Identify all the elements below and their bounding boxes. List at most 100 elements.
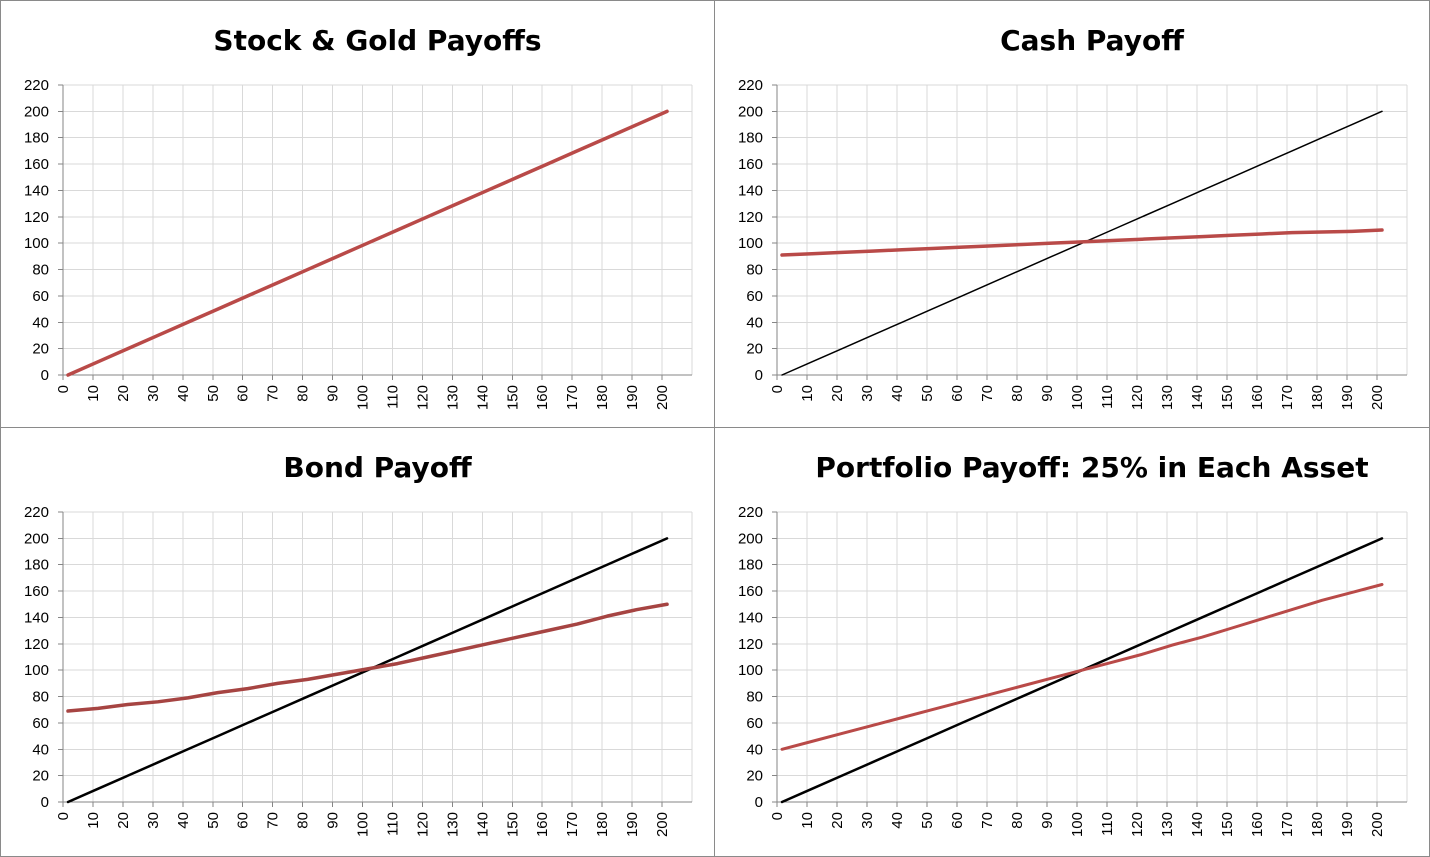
y-tick-label: 0 xyxy=(755,367,763,384)
y-tick-label: 20 xyxy=(746,341,763,358)
x-tick-label: 60 xyxy=(949,385,966,402)
x-tick-label: 10 xyxy=(799,385,816,402)
x-tick-label: 70 xyxy=(979,385,996,402)
y-tick-label: 200 xyxy=(24,103,49,120)
y-tick-label: 180 xyxy=(738,557,763,574)
y-tick-label: 60 xyxy=(32,715,49,732)
x-tick-label: 100 xyxy=(355,812,372,837)
y-tick-label: 220 xyxy=(24,504,49,521)
x-tick-label: 190 xyxy=(624,385,641,410)
x-tick-label: 80 xyxy=(295,385,312,402)
x-tick-label: 20 xyxy=(829,385,846,402)
x-tick-label: 50 xyxy=(205,385,222,402)
y-tick-label: 160 xyxy=(24,583,49,600)
x-tick-label: 130 xyxy=(444,385,461,410)
x-tick-label: 200 xyxy=(1369,812,1386,837)
x-tick-label: 160 xyxy=(1249,812,1266,837)
chart-panel-stock-gold: Stock & Gold Payoffs 0 20 40 60 80 100 120 140 16… xyxy=(0,0,715,428)
x-tick-label: 80 xyxy=(1009,385,1026,402)
y-tick-label: 160 xyxy=(738,156,763,173)
y-tick-label: 40 xyxy=(746,314,763,331)
x-tick-label: 190 xyxy=(1339,812,1356,837)
x-tick-label: 120 xyxy=(1129,812,1146,837)
x-tick-label: 70 xyxy=(265,812,282,829)
x-tick-label: 30 xyxy=(859,385,876,402)
x-tick-label: 120 xyxy=(414,385,431,410)
chart-svg: Bond Payoff02040608010012014016018020022… xyxy=(24,451,693,837)
chart-svg: Portfolio Payoff: 25% in Each Asset 0 20 40… xyxy=(738,451,1408,837)
y-tick-label: 140 xyxy=(24,609,49,626)
x-tick-label: 90 xyxy=(325,385,342,402)
y-tick-label: 60 xyxy=(746,288,763,305)
x-tick-label: 30 xyxy=(145,385,162,402)
x-tick-label: 170 xyxy=(1279,812,1296,837)
y-tick-label: 20 xyxy=(32,341,49,358)
x-tick-label: 180 xyxy=(1309,385,1326,410)
x-tick-label: 170 xyxy=(564,385,581,410)
x-tick-label: 110 xyxy=(384,812,401,836)
chart-panel-cash: Cash Payoff 0 20 40 60 80 100 120 140 160 180 200 22… xyxy=(714,0,1430,428)
y-tick-label: 100 xyxy=(738,662,763,679)
y-tick-label: 140 xyxy=(738,609,763,626)
y-tick-label: 100 xyxy=(24,235,49,252)
x-tick-label: 180 xyxy=(1309,812,1326,837)
y-tick-label: 40 xyxy=(746,741,763,758)
x-tick-label: 160 xyxy=(534,812,551,837)
y-tick-label: 140 xyxy=(24,182,49,199)
chart-title: Bond Payoff xyxy=(283,451,472,484)
y-tick-label: 80 xyxy=(32,689,49,706)
y-tick-label: 40 xyxy=(32,741,49,758)
y-tick-label: 220 xyxy=(738,504,763,521)
y-tick-label: 80 xyxy=(746,689,763,706)
x-tick-label: 150 xyxy=(504,812,521,837)
x-tick-label: 0 xyxy=(769,812,786,820)
chart-title: Portfolio Payoff: 25% in Each Asset xyxy=(815,451,1368,484)
x-tick-label: 150 xyxy=(1219,385,1236,410)
x-tick-label: 60 xyxy=(949,812,966,829)
x-tick-label: 130 xyxy=(1159,385,1176,410)
x-tick-label: 100 xyxy=(1069,812,1086,837)
y-tick-label: 20 xyxy=(746,768,763,785)
chart-title: Stock & Gold Payoffs xyxy=(213,24,541,57)
y-tick-label: 40 xyxy=(32,314,49,331)
x-tick-label: 30 xyxy=(859,812,876,829)
y-tick-label: 80 xyxy=(746,262,763,279)
y-tick-label: 60 xyxy=(32,288,49,305)
x-tick-label: 180 xyxy=(594,385,611,410)
y-tick-label: 120 xyxy=(24,636,49,653)
series-line-asset-payoff xyxy=(780,228,1384,257)
y-tick-label: 100 xyxy=(738,235,763,252)
y-tick-label: 160 xyxy=(24,156,49,173)
x-tick-label: 130 xyxy=(444,812,461,837)
y-tick-label: 0 xyxy=(755,794,763,811)
x-tick-label: 170 xyxy=(1279,385,1296,410)
x-tick-label: 70 xyxy=(979,812,996,829)
x-tick-label: 70 xyxy=(265,385,282,402)
x-tick-label: 80 xyxy=(295,812,312,829)
chart-title: Cash Payoff xyxy=(1000,24,1184,57)
x-tick-label: 90 xyxy=(1039,385,1056,402)
x-tick-label: 0 xyxy=(769,385,786,393)
x-tick-label: 40 xyxy=(889,385,906,402)
x-tick-label: 20 xyxy=(829,812,846,829)
x-tick-label: 40 xyxy=(175,385,192,402)
series-line-asset-payoff xyxy=(780,583,1384,751)
x-tick-label: 140 xyxy=(474,812,491,837)
x-tick-label: 140 xyxy=(474,385,491,410)
chart-svg: Cash Payoff02040608010012014016018020022… xyxy=(738,24,1408,410)
x-tick-label: 0 xyxy=(55,385,72,393)
x-tick-label: 10 xyxy=(85,812,102,829)
x-tick-label: 200 xyxy=(654,812,671,837)
x-tick-label: 30 xyxy=(145,812,162,829)
series-line-asset-payoff xyxy=(66,109,669,377)
x-tick-label: 190 xyxy=(624,812,641,837)
x-tick-label: 50 xyxy=(919,385,936,402)
y-tick-label: 200 xyxy=(24,530,49,547)
x-tick-label: 140 xyxy=(1189,385,1206,410)
x-tick-label: 200 xyxy=(1369,385,1386,410)
y-tick-label: 180 xyxy=(24,130,49,147)
x-tick-label: 20 xyxy=(115,812,132,829)
x-tick-label: 20 xyxy=(115,385,132,402)
x-tick-label: 10 xyxy=(799,812,816,829)
